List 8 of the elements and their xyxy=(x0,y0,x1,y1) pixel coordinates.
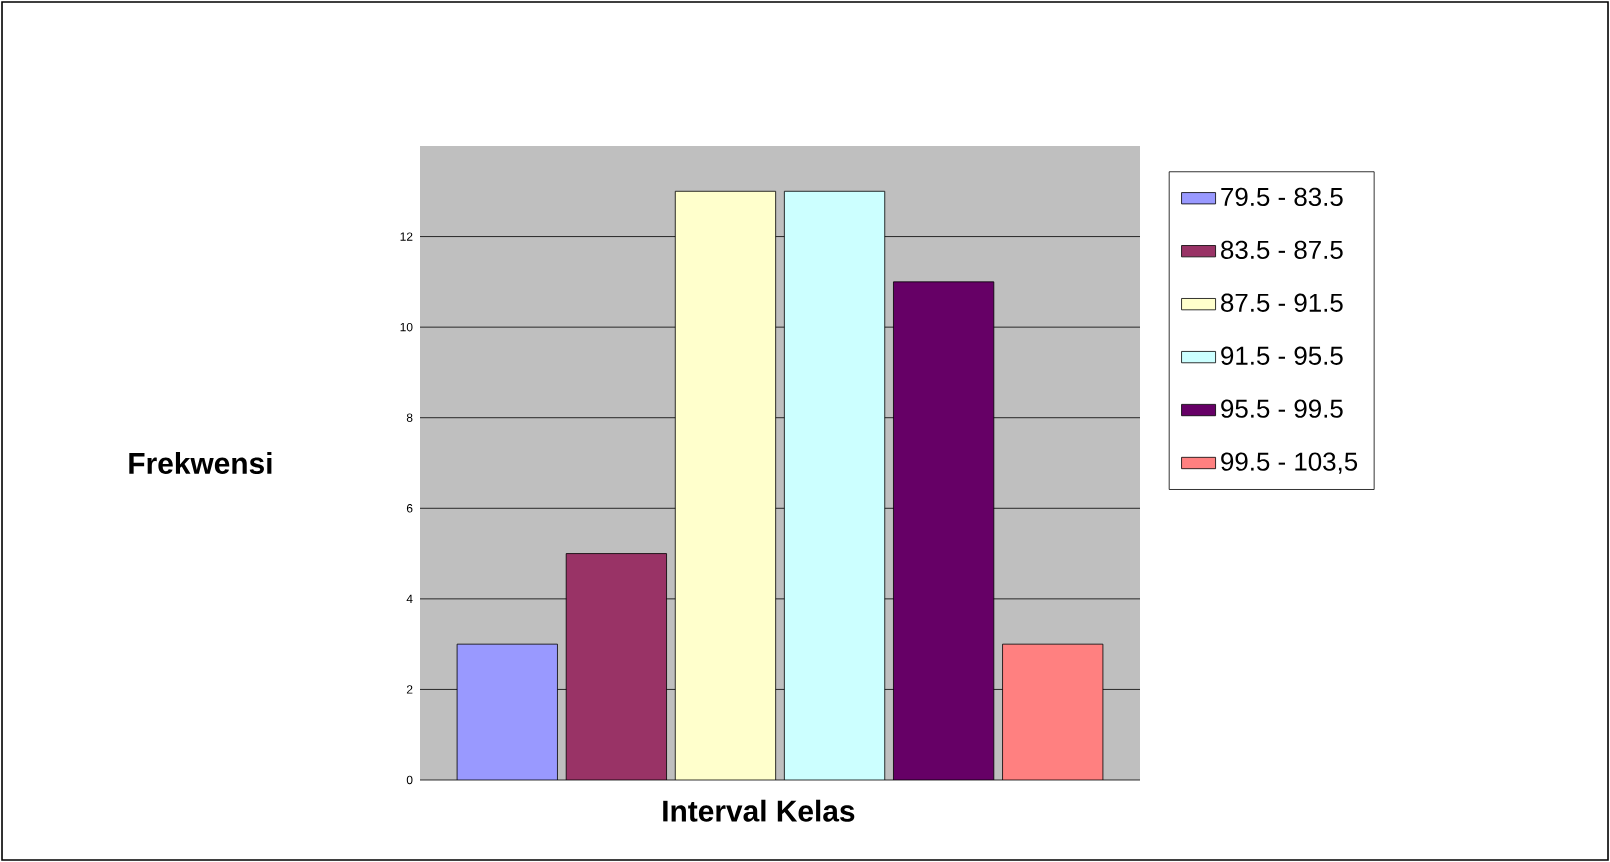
legend-label: 95.5 - 99.5 xyxy=(1221,399,1343,418)
legend-label: 79.5 - 83.5 xyxy=(1221,187,1343,207)
legend-label: 91.5 - 95.5 xyxy=(1221,346,1343,365)
legend-label: 99.5 - 103,5 xyxy=(1221,452,1358,474)
x-axis-title: Interval Kelas xyxy=(663,799,855,822)
legend-label: 87.5 - 91.5 xyxy=(1221,293,1343,312)
legend-label: 83.5 - 87.5 xyxy=(1221,240,1343,259)
y-axis-title: Frekwensi xyxy=(129,452,272,474)
